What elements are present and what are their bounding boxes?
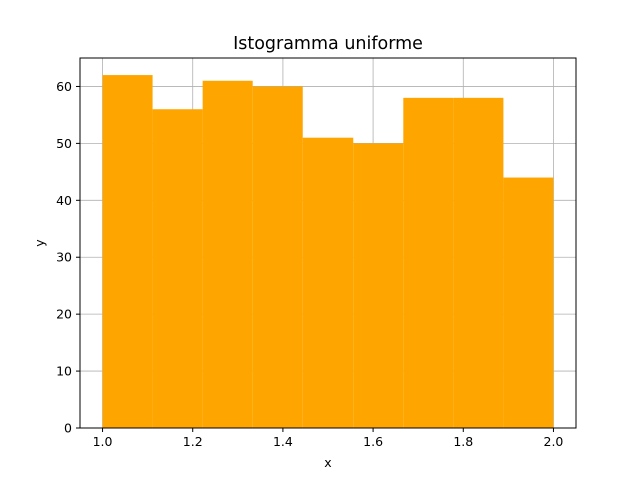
x-tick-label: 1.4 (273, 434, 293, 449)
histogram-bar (252, 86, 303, 428)
histogram-bar (102, 75, 153, 429)
x-tick-label: 1.6 (363, 434, 383, 449)
histogram-bars (102, 75, 554, 429)
y-tick-label: 30 (56, 250, 72, 265)
y-tick-label: 40 (56, 193, 72, 208)
y-tick-label: 50 (56, 136, 72, 151)
x-tick-label: 1.2 (183, 434, 203, 449)
x-tick-label: 1.0 (93, 434, 113, 449)
x-axis-label: x (324, 455, 331, 470)
histogram-bar (403, 97, 454, 428)
y-tick-label: 60 (56, 79, 72, 94)
histogram-bar (453, 97, 504, 428)
x-tick-label: 2.0 (544, 434, 564, 449)
histogram-bar (152, 109, 203, 428)
histogram-bar (353, 143, 404, 428)
histogram-bar (202, 80, 253, 429)
axes-frame (79, 57, 577, 429)
x-axis-ticks: 1.0 1.2 1.4 1.6 1.8 2.0 (93, 428, 564, 449)
histogram-bar (302, 137, 354, 428)
y-axis-label: y (32, 239, 47, 247)
y-tick-label: 20 (56, 307, 72, 322)
y-axis-ticks: 0 10 20 30 40 50 60 (56, 79, 80, 436)
chart-title: Istogramma uniforme (233, 34, 423, 54)
histogram-bar (503, 177, 554, 428)
x-tick-label: 1.8 (453, 434, 473, 449)
y-tick-label: 0 (64, 421, 72, 436)
y-tick-label: 10 (56, 364, 72, 379)
